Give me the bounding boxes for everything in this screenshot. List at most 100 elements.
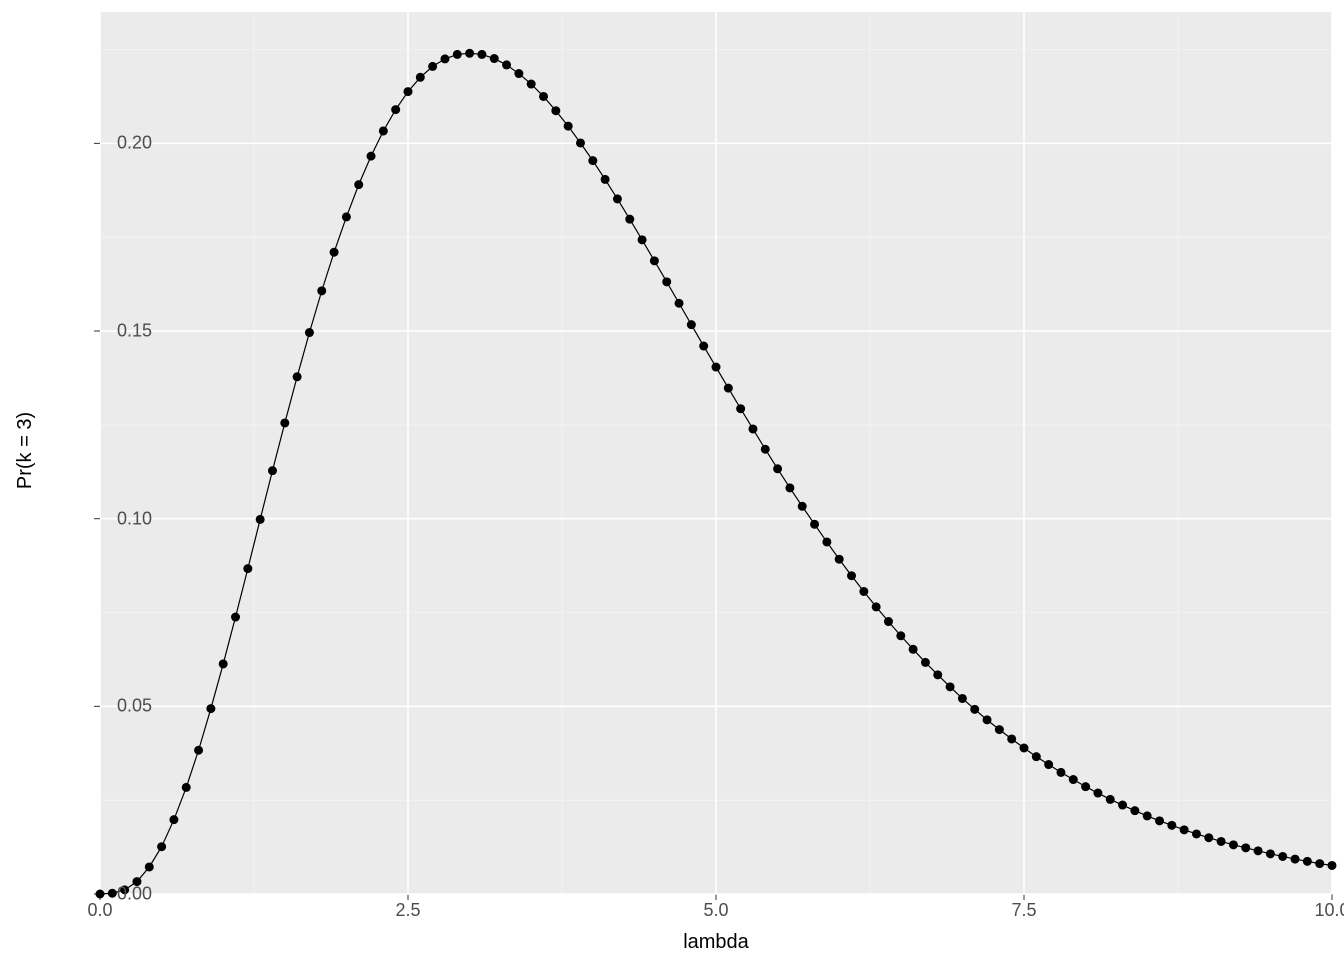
series-point: [884, 617, 893, 626]
series-point: [1180, 825, 1189, 834]
y-tick-label: 0.10: [92, 508, 152, 529]
series-point: [1081, 782, 1090, 791]
series-point: [958, 694, 967, 703]
series-point: [1278, 852, 1287, 861]
series-point: [1056, 768, 1065, 777]
series-point: [157, 842, 166, 851]
series-point: [662, 277, 671, 286]
series-point: [761, 445, 770, 454]
series-point: [909, 645, 918, 654]
series-point: [268, 466, 277, 475]
series-point: [859, 587, 868, 596]
series-point: [169, 815, 178, 824]
series-point: [675, 299, 684, 308]
series-point: [243, 564, 252, 573]
series-point: [1291, 855, 1300, 864]
series-point: [330, 248, 339, 257]
series-point: [280, 418, 289, 427]
chart-container: Pr(k = 3) lambda 0.000.050.100.150.20 0.…: [0, 0, 1344, 960]
series-point: [1204, 833, 1213, 842]
series-point: [416, 73, 425, 82]
series-point: [1069, 775, 1078, 784]
series-point: [896, 631, 905, 640]
series-point: [748, 424, 757, 433]
x-tick-label: 5.0: [703, 900, 728, 921]
series-point: [588, 156, 597, 165]
series-point: [182, 783, 191, 792]
series-point: [687, 320, 696, 329]
series-point: [514, 69, 523, 78]
series-point: [625, 215, 634, 224]
series-point: [712, 363, 721, 372]
series-point: [785, 483, 794, 492]
series-point: [822, 537, 831, 546]
series-point: [1118, 801, 1127, 810]
series-point: [736, 404, 745, 413]
series-point: [1229, 840, 1238, 849]
series-point: [983, 715, 992, 724]
series-point: [391, 105, 400, 114]
x-tick-label: 10.0: [1314, 900, 1344, 921]
series-point: [995, 725, 1004, 734]
series-point: [847, 571, 856, 580]
x-tick-label: 0.0: [87, 900, 112, 921]
series-point: [354, 180, 363, 189]
series-point: [1155, 816, 1164, 825]
series-point: [798, 502, 807, 511]
series-point: [256, 515, 265, 524]
series-point: [465, 49, 474, 58]
series-point: [601, 175, 610, 184]
chart-svg: [0, 0, 1344, 960]
series-point: [1143, 811, 1152, 820]
series-point: [219, 659, 228, 668]
series-point: [613, 194, 622, 203]
series-point: [576, 138, 585, 147]
series-point: [145, 862, 154, 871]
series-point: [1315, 859, 1324, 868]
series-point: [440, 54, 449, 63]
series-point: [1093, 789, 1102, 798]
series-point: [1217, 837, 1226, 846]
series-point: [379, 126, 388, 135]
series-point: [293, 372, 302, 381]
series-point: [527, 80, 536, 89]
series-point: [1044, 760, 1053, 769]
series-point: [872, 602, 881, 611]
series-point: [1192, 829, 1201, 838]
series-point: [1106, 795, 1115, 804]
series-point: [305, 328, 314, 337]
series-point: [206, 704, 215, 713]
series-point: [194, 746, 203, 755]
series-point: [1328, 861, 1337, 870]
series-point: [428, 62, 437, 71]
y-tick-label: 0.20: [92, 133, 152, 154]
series-point: [933, 670, 942, 679]
series-point: [1167, 821, 1176, 830]
series-point: [1007, 734, 1016, 743]
series-point: [551, 106, 560, 115]
series-point: [404, 87, 413, 96]
x-tick-label: 7.5: [1011, 900, 1036, 921]
series-point: [970, 705, 979, 714]
series-point: [946, 682, 955, 691]
series-point: [477, 50, 486, 59]
series-point: [638, 235, 647, 244]
x-tick-label: 2.5: [395, 900, 420, 921]
y-tick-label: 0.15: [92, 321, 152, 342]
series-point: [724, 384, 733, 393]
series-point: [564, 122, 573, 131]
y-tick-label: 0.05: [92, 696, 152, 717]
series-point: [835, 555, 844, 564]
series-point: [539, 92, 548, 101]
series-point: [650, 256, 659, 265]
series-point: [1303, 857, 1312, 866]
series-point: [810, 520, 819, 529]
series-point: [342, 212, 351, 221]
series-point: [1032, 752, 1041, 761]
series-point: [453, 50, 462, 59]
series-point: [1254, 846, 1263, 855]
series-point: [1130, 806, 1139, 815]
series-point: [502, 60, 511, 69]
series-point: [1020, 744, 1029, 753]
series-point: [231, 613, 240, 622]
